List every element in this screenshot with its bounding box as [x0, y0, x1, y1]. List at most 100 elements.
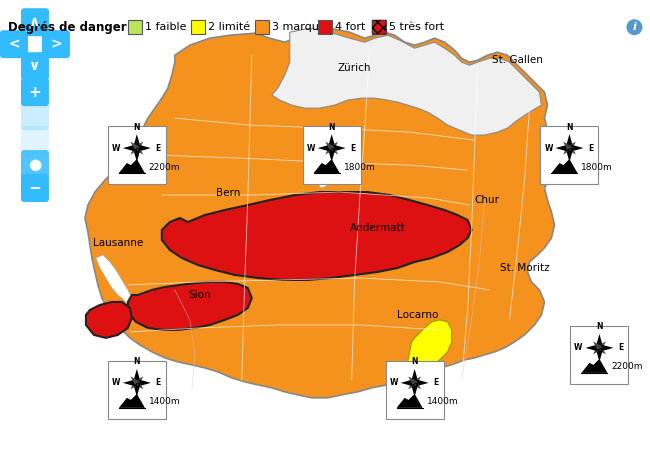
- Text: 1800m: 1800m: [582, 163, 613, 172]
- Text: E: E: [433, 378, 438, 387]
- Polygon shape: [556, 144, 569, 152]
- FancyBboxPatch shape: [21, 174, 49, 202]
- Polygon shape: [330, 168, 348, 185]
- Polygon shape: [330, 146, 338, 155]
- Text: N: N: [596, 322, 603, 331]
- Text: 1 faible: 1 faible: [145, 22, 187, 32]
- Polygon shape: [563, 142, 571, 150]
- Text: >: >: [50, 37, 62, 51]
- Polygon shape: [135, 146, 143, 155]
- FancyBboxPatch shape: [21, 52, 49, 80]
- Polygon shape: [328, 148, 335, 162]
- Bar: [541, 126, 599, 184]
- Polygon shape: [133, 148, 141, 162]
- Polygon shape: [222, 225, 242, 242]
- Text: W: W: [574, 343, 582, 352]
- Polygon shape: [123, 144, 137, 152]
- Polygon shape: [567, 146, 576, 155]
- Text: E: E: [155, 144, 161, 153]
- Text: St. Gallen: St. Gallen: [492, 55, 543, 65]
- Polygon shape: [325, 146, 333, 155]
- Text: 5 très fort: 5 très fort: [389, 22, 444, 32]
- Polygon shape: [123, 379, 137, 387]
- FancyBboxPatch shape: [21, 126, 49, 154]
- Text: N: N: [134, 357, 140, 366]
- Polygon shape: [272, 28, 541, 135]
- Polygon shape: [411, 369, 419, 383]
- Text: E: E: [350, 144, 356, 153]
- Text: W: W: [544, 144, 552, 153]
- Polygon shape: [569, 144, 584, 152]
- FancyBboxPatch shape: [21, 78, 49, 106]
- Polygon shape: [415, 379, 428, 387]
- Text: i: i: [632, 22, 636, 32]
- Polygon shape: [137, 144, 151, 152]
- Bar: [372, 20, 385, 34]
- Text: ∨: ∨: [29, 59, 40, 73]
- Polygon shape: [318, 175, 330, 188]
- Polygon shape: [400, 379, 415, 387]
- Polygon shape: [551, 159, 577, 173]
- Polygon shape: [119, 394, 145, 408]
- Polygon shape: [128, 282, 252, 330]
- Text: −: −: [29, 181, 42, 196]
- Text: E: E: [588, 144, 593, 153]
- Bar: [571, 326, 629, 384]
- Text: Luzern: Luzern: [322, 170, 358, 180]
- Text: 2 limité: 2 limité: [209, 22, 250, 32]
- Bar: [128, 20, 142, 34]
- FancyBboxPatch shape: [21, 102, 49, 130]
- Bar: [385, 361, 443, 419]
- Polygon shape: [135, 142, 143, 150]
- Polygon shape: [135, 381, 143, 389]
- Circle shape: [627, 19, 642, 35]
- Text: 1400m: 1400m: [426, 397, 458, 406]
- Text: 1400m: 1400m: [149, 397, 181, 406]
- Polygon shape: [408, 381, 417, 389]
- Text: ●: ●: [29, 156, 42, 172]
- Text: 1800m: 1800m: [344, 163, 376, 172]
- Text: Sion: Sion: [188, 290, 211, 300]
- Text: S: S: [567, 164, 572, 173]
- Polygon shape: [595, 348, 603, 362]
- Polygon shape: [597, 341, 606, 350]
- Polygon shape: [595, 334, 603, 348]
- Text: W: W: [307, 144, 315, 153]
- FancyBboxPatch shape: [42, 30, 70, 58]
- Bar: [191, 20, 205, 34]
- Polygon shape: [96, 255, 136, 308]
- Polygon shape: [566, 134, 573, 148]
- Polygon shape: [85, 28, 560, 398]
- Text: Locarno: Locarno: [397, 310, 438, 320]
- Text: N: N: [328, 123, 335, 132]
- Polygon shape: [408, 376, 417, 385]
- Text: +: +: [29, 85, 42, 100]
- Text: 4 fort: 4 fort: [335, 22, 366, 32]
- Text: S: S: [134, 164, 140, 173]
- Text: S: S: [412, 399, 417, 408]
- Bar: [372, 20, 385, 34]
- Polygon shape: [593, 341, 601, 350]
- Text: N: N: [411, 357, 418, 366]
- Polygon shape: [593, 346, 601, 355]
- Polygon shape: [411, 383, 419, 397]
- Polygon shape: [133, 369, 141, 383]
- Polygon shape: [131, 142, 139, 150]
- FancyBboxPatch shape: [0, 30, 28, 58]
- Text: Zürich: Zürich: [338, 63, 371, 73]
- FancyBboxPatch shape: [21, 150, 49, 178]
- Bar: [303, 126, 361, 184]
- Text: N: N: [566, 123, 573, 132]
- Bar: [255, 20, 269, 34]
- Polygon shape: [119, 159, 145, 173]
- Text: S: S: [329, 164, 334, 173]
- Polygon shape: [567, 142, 576, 150]
- Polygon shape: [131, 376, 139, 385]
- Polygon shape: [563, 146, 571, 155]
- Polygon shape: [582, 359, 607, 373]
- Polygon shape: [566, 148, 573, 162]
- Text: 2200m: 2200m: [612, 363, 643, 371]
- Text: Chur: Chur: [474, 195, 499, 205]
- Text: <: <: [8, 37, 20, 51]
- Text: Degrés de danger: Degrés de danger: [8, 21, 127, 34]
